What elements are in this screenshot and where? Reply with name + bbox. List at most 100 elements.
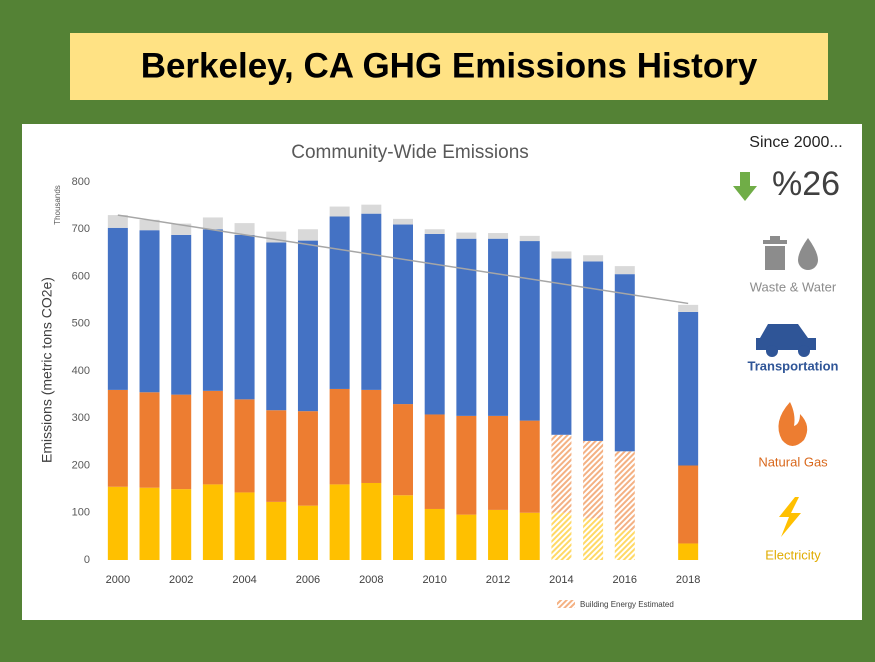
bar-segment xyxy=(488,233,509,239)
bar-segment xyxy=(234,223,255,235)
bar-segment xyxy=(424,229,445,234)
title-box xyxy=(70,33,828,100)
bar-segment xyxy=(361,204,382,214)
bar-segment xyxy=(361,213,382,390)
bar-segment xyxy=(266,242,287,411)
chart-title: Community-Wide Emissions xyxy=(291,142,529,163)
bar-segment xyxy=(488,238,509,416)
bar-segment xyxy=(234,234,255,400)
bar-segment xyxy=(297,229,318,241)
bar-segment xyxy=(678,311,699,466)
bar-segment xyxy=(456,232,477,239)
y-tick-label: 700 xyxy=(72,223,90,235)
bar-segment xyxy=(488,509,509,560)
bar-segment xyxy=(678,304,699,312)
bar-segment xyxy=(171,234,192,395)
bar-segment xyxy=(139,392,160,488)
bar-segment xyxy=(519,241,540,421)
bar-segment xyxy=(107,215,128,228)
bar-segment xyxy=(361,482,382,560)
bar-segment xyxy=(614,451,635,531)
bar-segment xyxy=(678,543,699,560)
bar-segment xyxy=(551,434,572,513)
bar-segment xyxy=(393,224,413,405)
bar-segment xyxy=(361,389,382,483)
bar-segment xyxy=(329,206,350,217)
bar-segment xyxy=(107,486,128,560)
x-tick-label: 2018 xyxy=(676,574,700,586)
bar-segment xyxy=(329,388,350,485)
x-tick-label: 2006 xyxy=(296,574,320,586)
bar-segment xyxy=(139,487,160,560)
slide-title: Berkeley, CA GHG Emissions History xyxy=(141,46,758,85)
y-tick-label: 300 xyxy=(72,412,90,424)
bar-segment xyxy=(234,399,255,493)
legend-label: Natural Gas xyxy=(758,454,828,469)
bar-segment xyxy=(329,216,350,389)
bar-segment xyxy=(393,495,413,560)
estimated-swatch xyxy=(557,600,575,608)
bar-segment xyxy=(614,266,635,275)
bar-segment xyxy=(424,414,445,509)
bar-segment xyxy=(107,389,128,487)
bar-segment xyxy=(234,492,255,560)
summary-heading: Since 2000... xyxy=(749,134,842,151)
trend-line xyxy=(117,214,689,305)
bar-segment xyxy=(393,218,413,225)
down-arrow xyxy=(733,172,757,201)
y-tick-label: 500 xyxy=(72,318,90,330)
legend-label: Electricity xyxy=(765,547,821,562)
bar-segment xyxy=(202,390,223,485)
bar-segment xyxy=(171,394,192,490)
icon-trash xyxy=(763,236,818,270)
side-legend: Electricity Natural Gas Transportation Wast… xyxy=(747,279,838,562)
x-tick-label: 2004 xyxy=(232,574,256,586)
bar-segment xyxy=(297,411,318,506)
x-tick-label: 2010 xyxy=(422,574,446,586)
y-unit: Thousands xyxy=(53,185,62,225)
y-tick-label: 100 xyxy=(72,507,90,519)
icon-car xyxy=(756,324,816,357)
bar-segment xyxy=(456,415,477,515)
bar-segment xyxy=(424,508,445,560)
bar-segment xyxy=(266,410,287,502)
bar-segment xyxy=(614,274,635,452)
y-tick-label: 200 xyxy=(72,459,90,471)
legend-label: Transportation xyxy=(747,358,838,373)
bar-segment xyxy=(583,255,604,262)
y-tick-label: 800 xyxy=(72,176,90,188)
plot: 0 100 200 300 400 500 600 700 800 2000 2002 2004 200… xyxy=(72,176,701,609)
bar-segment xyxy=(456,514,477,560)
x-tick-label: 2000 xyxy=(106,574,130,586)
y-tick-label: 600 xyxy=(72,270,90,282)
x-tick-label: 2014 xyxy=(549,574,573,586)
bar-segment xyxy=(424,233,445,415)
bar-segment xyxy=(614,530,635,560)
bar-segment xyxy=(202,229,223,391)
bar-segment xyxy=(329,484,350,560)
bar-segment xyxy=(678,465,699,544)
bar-segment xyxy=(139,219,160,231)
bar-segment xyxy=(551,512,572,560)
x-tick-label: 2016 xyxy=(613,574,637,586)
bar-segment xyxy=(297,505,318,560)
bar-segment xyxy=(393,404,413,496)
bar-segment xyxy=(583,518,604,560)
bar-segment xyxy=(266,501,287,560)
icon-flame xyxy=(778,402,808,446)
bar-segment xyxy=(519,420,540,513)
legend-label: Waste & Water xyxy=(750,279,837,294)
bar-segment xyxy=(551,251,572,259)
y-tick-label: 0 xyxy=(84,554,90,566)
x-tick-label: 2002 xyxy=(169,574,193,586)
estimated-label: Building Energy Estimated xyxy=(580,600,674,609)
bar-segment xyxy=(202,217,223,230)
bar-segment xyxy=(107,227,128,390)
x-tick-label: 2008 xyxy=(359,574,383,586)
bar-segment xyxy=(266,231,287,243)
bar-segment xyxy=(171,223,192,235)
x-tick-label: 2012 xyxy=(486,574,510,586)
bar-segment xyxy=(171,489,192,560)
y-tick-label: 400 xyxy=(72,365,90,377)
